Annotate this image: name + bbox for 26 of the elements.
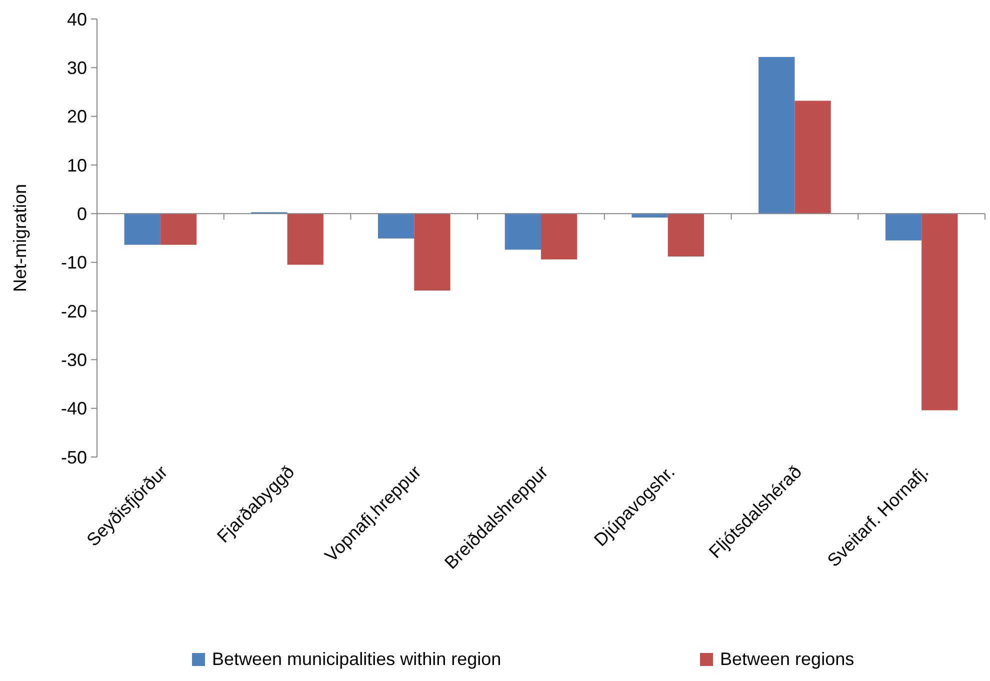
y-tick-label: 30 (66, 58, 87, 78)
bar (541, 214, 578, 260)
y-tick-label: 10 (66, 155, 87, 176)
bar (885, 214, 922, 240)
y-tick-label: -10 (60, 252, 87, 273)
y-axis-title: Net-migration (10, 184, 30, 292)
y-tick-label: -50 (60, 447, 87, 468)
y-tick-label: 0 (76, 204, 87, 224)
bar (758, 56, 795, 214)
bar (124, 214, 160, 245)
bar (414, 214, 450, 291)
y-tick-label: -30 (60, 350, 87, 370)
y-tick-label: -40 (60, 398, 87, 419)
bar (668, 214, 704, 256)
legend-label: Between municipalities within region (212, 649, 502, 669)
y-tick-label: -20 (60, 301, 87, 322)
y-tick-label: 20 (66, 106, 87, 127)
legend-label: Between regions (720, 649, 854, 669)
bar (794, 100, 831, 214)
bar (378, 214, 414, 238)
y-tick-label: 40 (66, 9, 87, 30)
bar (632, 214, 668, 218)
bar (922, 214, 958, 410)
bar (160, 214, 197, 245)
bar (287, 214, 324, 265)
bar (504, 214, 541, 250)
